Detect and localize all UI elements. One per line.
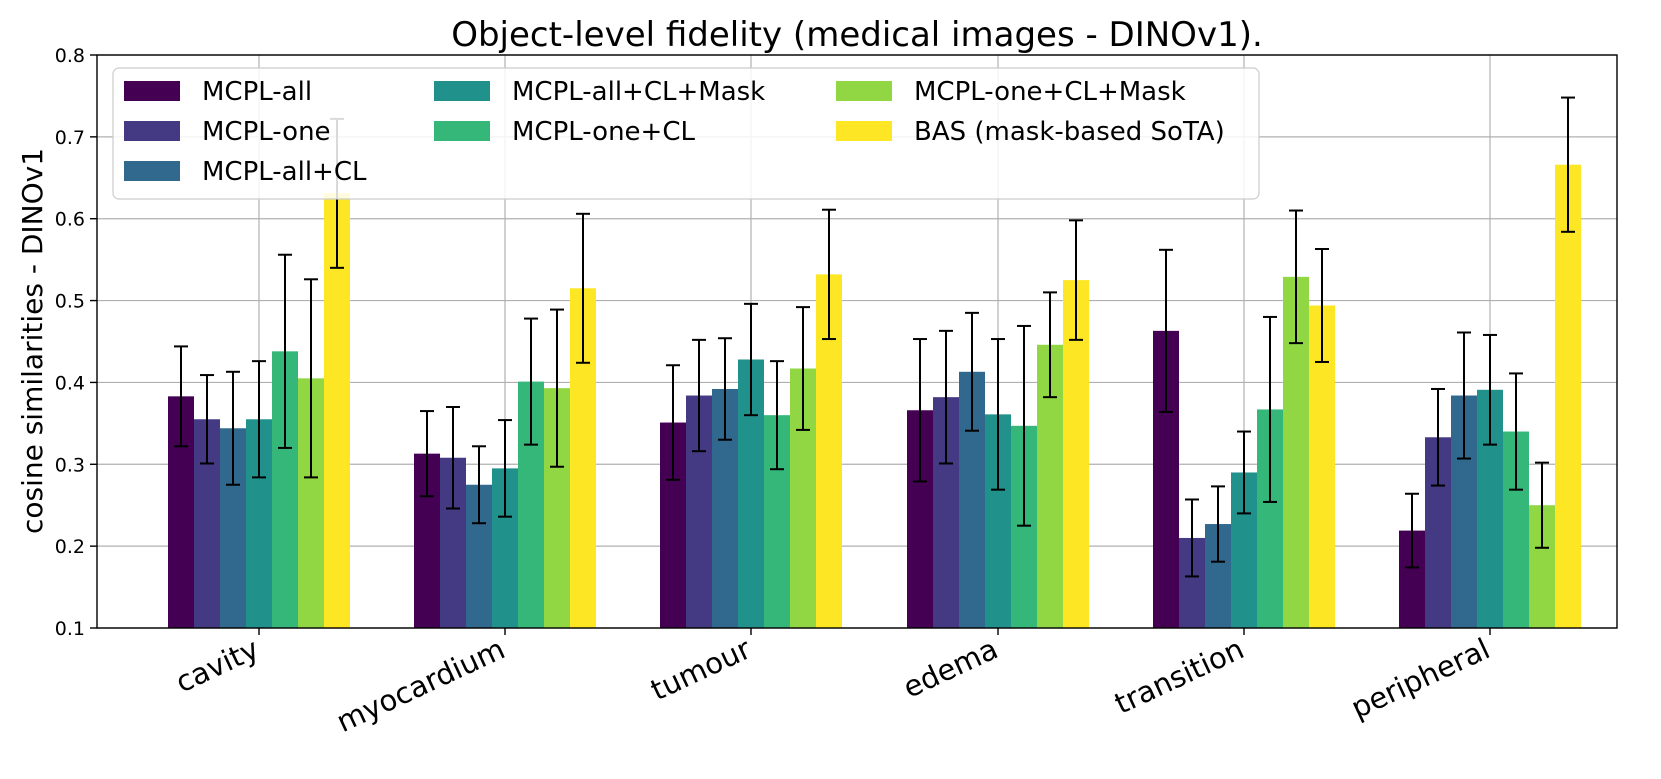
error-bar-layer [174, 96, 1575, 578]
x-tick-label-myocardium: myocardium [331, 632, 510, 739]
legend-box [112, 67, 1260, 200]
x-tick-label-cavity: cavity [170, 632, 264, 700]
bar-layer [168, 164, 1581, 629]
legend-label: MCPL-one [202, 117, 331, 147]
legend-label: BAS (mask-based SoTA) [914, 117, 1225, 147]
x-tick-label-transition: transition [1109, 632, 1249, 721]
legend-label: MCPL-one+CL [512, 117, 695, 147]
y-tick-labels: 0.1 0.2 0.3 0.4 0.5 0.6 0.7 0.8 [55, 45, 97, 640]
legend-label: MCPL-all+CL+Mask [512, 77, 765, 107]
plot-frame [96, 54, 1618, 629]
legend-swatch [836, 81, 892, 101]
y-tick-label: 0.2 [55, 536, 85, 558]
bar-peripheral-6 [1555, 164, 1581, 628]
y-tick-label: 0.7 [55, 127, 85, 149]
legend-swatch [124, 161, 180, 181]
chart-title: Object-level fidelity (medical images - … [451, 15, 1263, 55]
x-tick-label-peripheral: peripheral [1346, 632, 1495, 726]
legend-label: MCPL-all+CL [202, 157, 367, 187]
legend: MCPL-all MCPL-one MCPL-all+CL MCPL-all+CL+M… [112, 67, 1260, 200]
y-axis-label: cosine similarities - DINOv1 [16, 148, 49, 534]
legend-label: MCPL-all [202, 77, 312, 107]
legend-label: MCPL-one+CL+Mask [914, 77, 1186, 107]
y-tick-label: 0.3 [55, 454, 85, 476]
x-tick-labels: cavity myocardium tumour edema transition per… [170, 628, 1495, 739]
x-tick-label-tumour: tumour [645, 631, 756, 707]
y-tick-label: 0.6 [55, 209, 85, 231]
legend-swatch [836, 121, 892, 141]
legend-swatch [124, 121, 180, 141]
y-tick-label: 0.4 [55, 372, 85, 394]
y-tick-label: 0.1 [55, 618, 85, 640]
legend-swatch [124, 81, 180, 101]
legend-swatch [434, 81, 490, 101]
x-tick-label-edema: edema [898, 632, 1003, 705]
y-tick-label: 0.8 [55, 45, 85, 67]
y-tick-label: 0.5 [55, 291, 85, 313]
legend-swatch [434, 121, 490, 141]
